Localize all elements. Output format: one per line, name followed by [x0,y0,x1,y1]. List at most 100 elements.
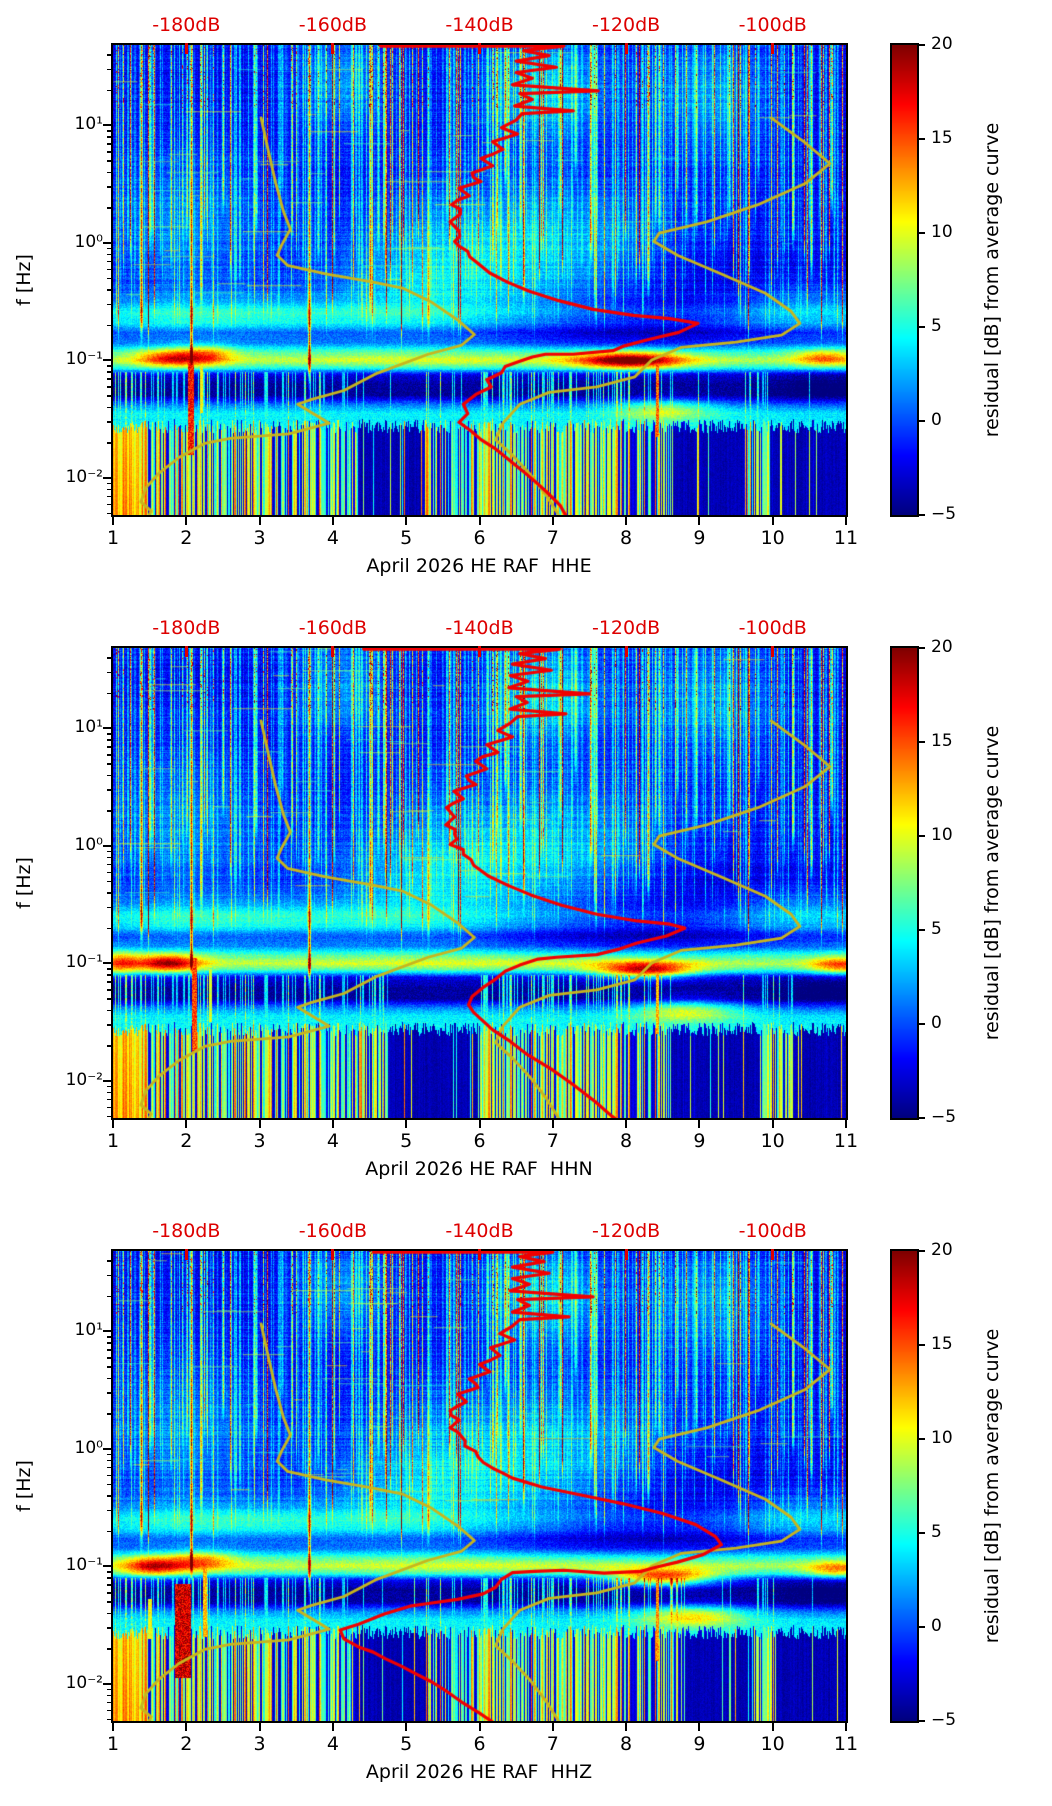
colorbar-tick-label: 0 [931,1616,942,1636]
x-tick-label: 8 [620,1733,633,1755]
x-tick-label: 6 [473,527,486,549]
y-tick-label: 10¹ [74,1320,103,1340]
x-tick-label: 6 [473,1733,486,1755]
colorbar-tick-label: 15 [931,128,953,148]
colorbar-tick-label: 20 [931,1240,953,1260]
top-axis-db-label: -100dB [738,617,807,639]
x-tick-label: 8 [620,527,633,549]
top-axis-db-label: -100dB [738,14,807,36]
colorbar-tick-label: 0 [931,1013,942,1033]
x-tick-label: 5 [400,527,413,549]
colorbar-tick-label: 15 [931,731,953,751]
y-tick-label: 10⁰ [74,834,103,855]
y-tick-label: 10⁰ [74,231,103,252]
y-tick-label: 10¹ [74,717,103,737]
top-axis-db-label: -180dB [152,14,221,36]
y-tick-label: 10⁻² [65,466,103,487]
colorbar-tick-label: −5 [931,1107,957,1127]
colorbar-canvas-hhn [892,648,917,1118]
colorbar-tick-label: −5 [931,504,957,524]
colorbar-tick-label: 15 [931,1334,953,1354]
x-tick-label: 1 [106,1733,120,1755]
y-tick-label: 10⁻² [65,1069,103,1090]
plot-area-hhe [111,43,848,517]
colorbar-tick-label: 5 [931,316,942,336]
top-axis-db-label: -140dB [445,617,514,639]
x-tick-label: 10 [760,1733,785,1755]
x-tick-label: 7 [546,1130,559,1152]
top-axis-db-label: -140dB [445,14,514,36]
colorbar-hhz [890,1249,919,1723]
x-axis-title-hhz: April 2026 HE RAF HHZ [365,1761,593,1783]
x-tick-label: 2 [180,1130,193,1152]
top-axis-db-label: -100dB [738,1220,807,1242]
y-tick-label: 10⁰ [74,1437,103,1458]
x-tick-label: 11 [833,1130,859,1152]
x-tick-label: 2 [180,527,193,549]
colorbar-tick-label: 20 [931,34,953,54]
x-tick-label: 11 [833,527,859,549]
spectrogram-canvas-hhn [113,648,846,1118]
y-tick-label: 10¹ [74,114,103,134]
colorbar-canvas-hhe [892,45,917,515]
colorbar-tick-label: −5 [931,1710,957,1730]
x-tick-label: 9 [693,1733,706,1755]
colorbar-hhe [890,43,919,517]
top-axis-db-label: -140dB [445,1220,514,1242]
top-axis-db-label: -180dB [152,617,221,639]
colorbar-tick-label: 5 [931,919,942,939]
x-tick-label: 11 [833,1733,859,1755]
top-axis-db-label: -160dB [298,1220,367,1242]
colorbar-tick-label: 10 [931,825,953,845]
x-tick-label: 7 [546,527,559,549]
x-tick-label: 1 [106,527,120,549]
colorbar-canvas-hhz [892,1251,917,1721]
colorbar-label: residual [dB] from average curve [981,122,1003,438]
spectrogram-canvas-hhz [113,1251,846,1721]
top-axis-db-label: -160dB [298,14,367,36]
x-tick-label: 6 [473,1130,486,1152]
x-tick-label: 3 [253,1130,266,1152]
x-tick-label: 4 [326,1733,339,1755]
colorbar-label: residual [dB] from average curve [981,1328,1003,1644]
colorbar-tick-label: 20 [931,637,953,657]
colorbar-tick-label: 10 [931,222,953,242]
colorbar-tick-label: 0 [931,410,942,430]
x-tick-label: 3 [253,1733,266,1755]
plot-area-hhz [111,1249,848,1723]
y-axis-label: f [Hz] [13,857,35,909]
y-tick-label: 10⁻¹ [65,1555,103,1575]
colorbar-tick-label: 5 [931,1522,942,1542]
x-tick-label: 1 [106,1130,120,1152]
x-tick-label: 9 [693,527,706,549]
plot-area-hhn [111,646,848,1120]
top-axis-db-label: -120dB [591,14,661,36]
y-axis-label: f [Hz] [13,1460,35,1512]
colorbar-hhn [890,646,919,1120]
x-tick-label: 10 [760,527,785,549]
x-tick-label: 4 [326,1130,339,1152]
x-axis-title-hhn: April 2026 HE RAF HHN [365,1158,593,1180]
spectrogram-canvas-hhe [113,45,846,515]
x-tick-label: 10 [760,1130,785,1152]
x-tick-label: 8 [620,1130,633,1152]
top-axis-db-label: -160dB [298,617,367,639]
y-axis-label: f [Hz] [13,254,35,306]
top-axis-db-label: -120dB [591,617,661,639]
y-tick-label: 10⁻¹ [65,349,103,369]
colorbar-tick-label: 10 [931,1428,953,1448]
x-tick-label: 4 [326,527,339,549]
colorbar-label: residual [dB] from average curve [981,725,1003,1041]
y-tick-label: 10⁻² [65,1672,103,1693]
x-tick-label: 3 [253,527,266,549]
top-axis-db-label: -120dB [591,1220,661,1242]
x-tick-label: 5 [400,1733,413,1755]
y-tick-label: 10⁻¹ [65,952,103,972]
top-axis-db-label: -180dB [152,1220,221,1242]
x-axis-title-hhe: April 2026 HE RAF HHE [366,555,592,577]
x-tick-label: 5 [400,1130,413,1152]
x-tick-label: 7 [546,1733,559,1755]
x-tick-label: 2 [180,1733,193,1755]
x-tick-label: 9 [693,1130,706,1152]
